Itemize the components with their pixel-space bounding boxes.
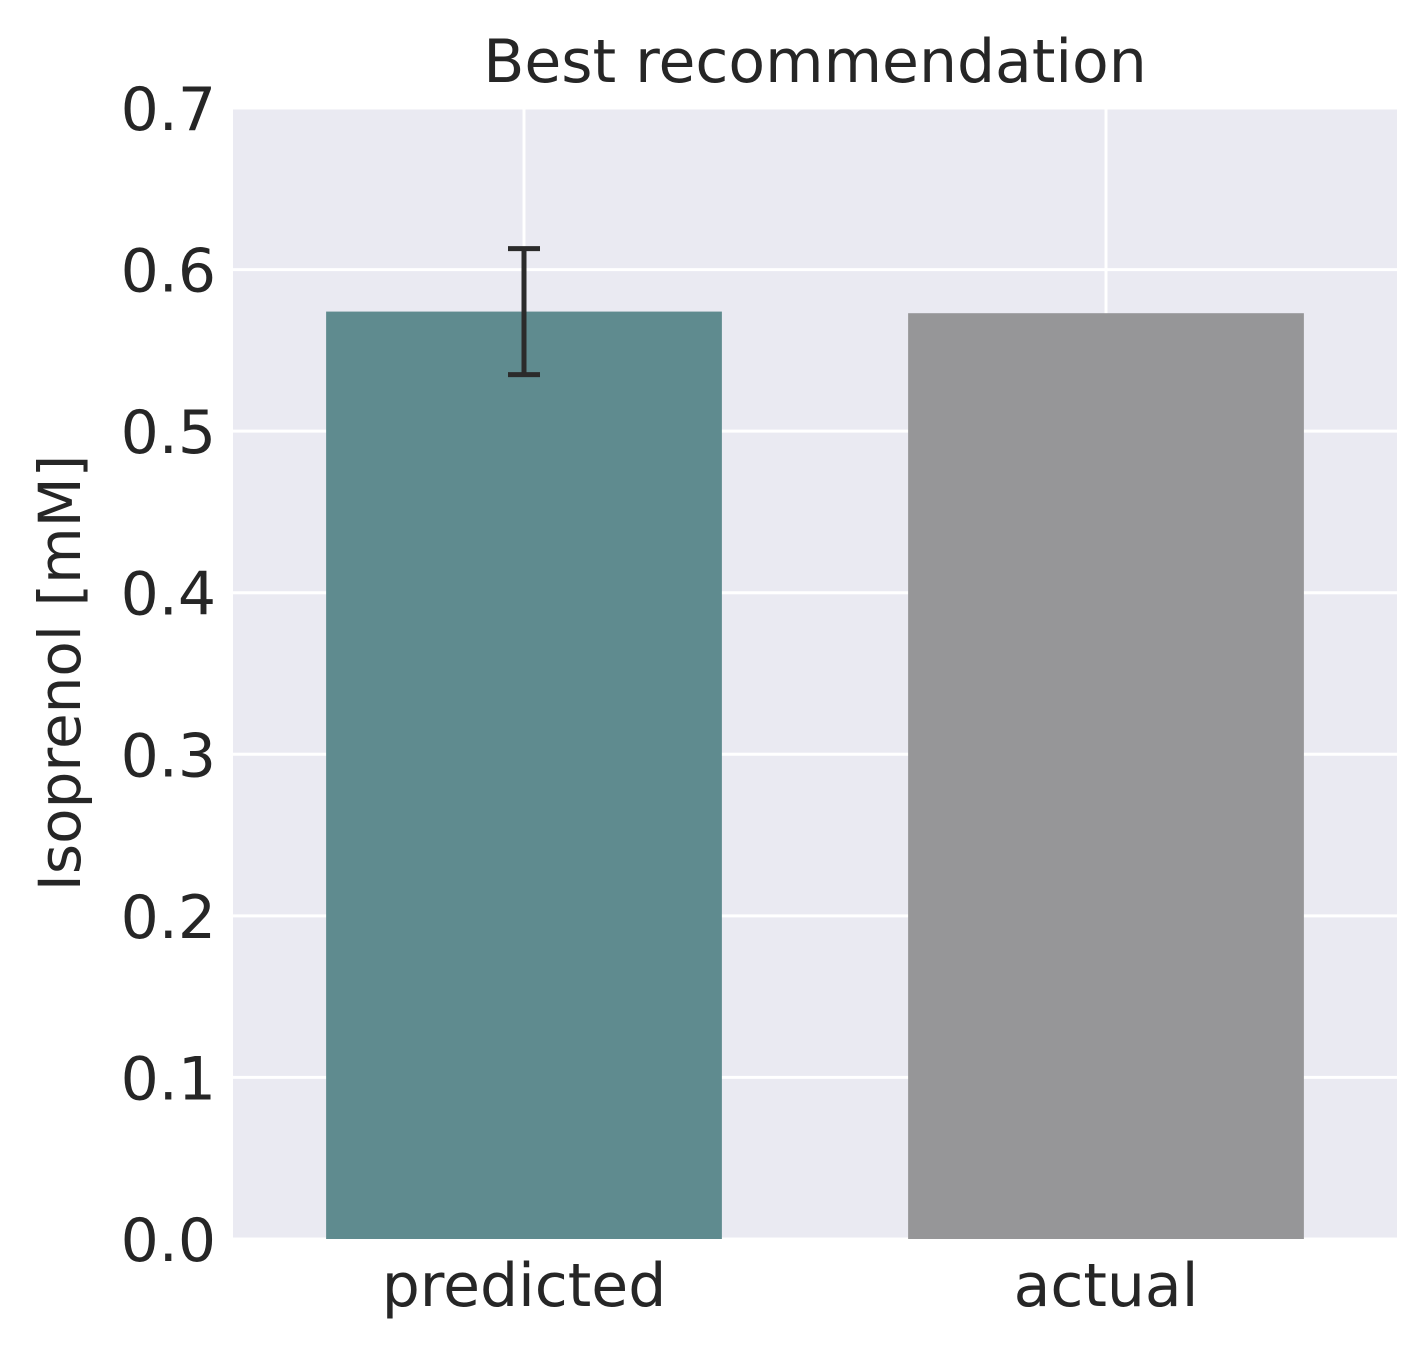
y-tick-label: 0.0 [121,1206,216,1276]
x-axis-ticks: predicted actual [382,1251,1199,1321]
y-tick-label: 0.5 [121,398,216,468]
y-axis-ticks: 0.0 0.1 0.2 0.3 0.4 0.5 0.6 0.7 [121,75,216,1276]
errorbar-predicted [508,246,540,378]
error-bars [508,246,540,378]
chart-title: Best recommendation [483,27,1147,97]
x-tick-label-predicted: predicted [382,1251,667,1321]
y-tick-label: 0.6 [121,237,216,307]
y-tick-label: 0.2 [121,883,216,953]
y-tick-label: 0.7 [121,75,216,145]
bar-actual [908,313,1304,1240]
y-tick-label: 0.1 [121,1044,216,1114]
x-tick-label-actual: actual [1014,1251,1199,1321]
y-tick-label: 0.4 [121,560,216,630]
bars [326,311,1304,1240]
bar-predicted [326,311,722,1240]
y-axis-label: Isoprenol [mM] [26,455,94,891]
y-tick-label: 0.3 [121,721,216,791]
